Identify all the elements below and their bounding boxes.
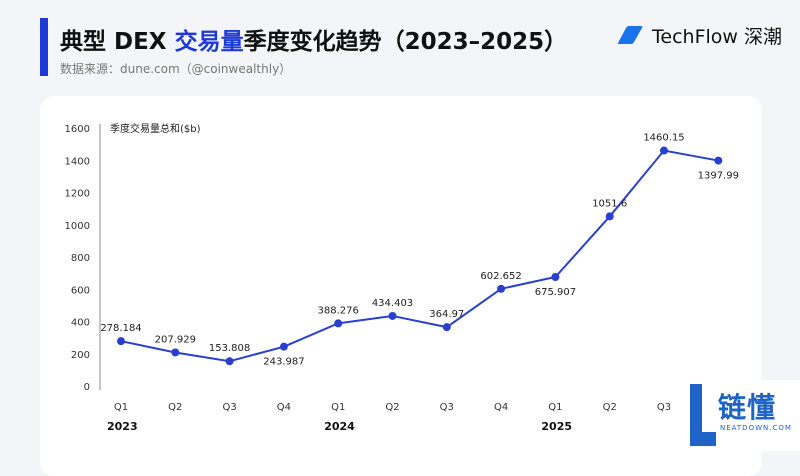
chart-card: 0 200 400 600 800 1000 1200 1400 1600 季度交易量总和($b)… <box>40 96 762 476</box>
data-point <box>497 284 506 293</box>
brand-name: TechFlow 深潮 <box>652 25 782 48</box>
brand: TechFlow 深潮 <box>614 22 782 48</box>
data-point <box>660 146 668 155</box>
x-tick-label: Q3 <box>222 402 236 413</box>
watermark: 链懂 NEATDOWN.COM <box>684 380 800 451</box>
watermark-text: 链懂 <box>718 391 777 424</box>
data-label: 1051.6 <box>592 198 627 209</box>
y-tick-label: 1400 <box>65 156 90 167</box>
x-tick-label: Q1 <box>548 402 562 413</box>
title-accent-bar <box>40 18 48 76</box>
x-tick-label: Q3 <box>440 402 454 413</box>
y-tick-label: 200 <box>71 350 90 361</box>
neatdown-logo-icon <box>690 384 716 446</box>
series-line <box>120 149 719 363</box>
data-label: 388.276 <box>318 305 359 316</box>
x-year-label: 2023 <box>107 420 138 433</box>
x-tick-label: Q1 <box>331 402 345 413</box>
data-label: 153.808 <box>209 343 250 354</box>
data-label: 364.97 <box>429 309 464 320</box>
title-highlight: 交易量 <box>174 29 244 55</box>
y-tick-label: 800 <box>71 253 90 264</box>
x-tick-label: Q2 <box>603 402 617 413</box>
title-prefix: 典型 DEX <box>60 29 175 55</box>
data-label: 243.987 <box>263 357 304 368</box>
data-point <box>442 323 451 332</box>
data-point <box>388 311 397 320</box>
y-tick-label: 1200 <box>65 189 90 200</box>
data-point <box>279 342 288 351</box>
x-tick-label: Q4 <box>277 402 291 413</box>
data-label: 1397.99 <box>698 171 739 182</box>
data-label: 434.403 <box>372 298 413 309</box>
y-tick-label: 0 <box>84 382 90 393</box>
y-tick-label: 400 <box>71 318 90 329</box>
data-label: 207.929 <box>155 334 196 345</box>
x-year-label: 2025 <box>541 420 572 433</box>
data-point <box>225 357 234 366</box>
x-tick-label: Q4 <box>494 402 508 413</box>
data-label: 602.652 <box>480 271 521 282</box>
x-tick-label: Q1 <box>114 402 128 413</box>
data-point <box>171 348 180 357</box>
y-tick-label: 1000 <box>65 221 90 232</box>
watermark-sub: NEATDOWN.COM <box>720 424 792 432</box>
page-title: 典型 DEX 交易量季度变化趋势（2023–2025） <box>60 22 567 56</box>
data-point <box>605 212 614 221</box>
data-source: 数据来源：dune.com（@coinwealthly） <box>60 62 292 76</box>
data-point <box>551 273 560 282</box>
data-point <box>334 319 343 328</box>
y-tick-label: 1600 <box>65 124 90 135</box>
data-label: 1460.15 <box>643 133 684 144</box>
y-tick-label: 600 <box>71 285 90 296</box>
x-tick-label: Q3 <box>657 402 671 413</box>
y-axis-label: 季度交易量总和($b) <box>110 122 201 135</box>
line-chart: 0 200 400 600 800 1000 1200 1400 1600 季度交易量总和($b)… <box>65 122 739 433</box>
data-label: 675.907 <box>535 287 576 298</box>
techflow-logo-icon <box>617 26 643 44</box>
x-year-label: 2024 <box>324 420 355 433</box>
title-suffix: 季度变化趋势（2023–2025） <box>243 29 568 55</box>
x-tick-label: Q2 <box>168 402 182 413</box>
data-point <box>117 337 125 346</box>
x-tick-label: Q2 <box>385 402 399 413</box>
data-label: 278.184 <box>100 323 141 334</box>
data-point <box>714 156 723 165</box>
